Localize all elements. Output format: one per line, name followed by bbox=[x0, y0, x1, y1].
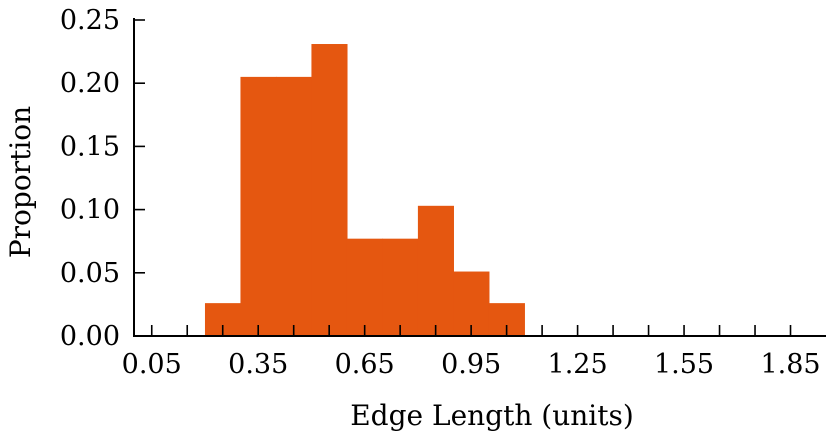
x-tick-label: 1.25 bbox=[548, 349, 608, 380]
y-tick-label: 0.00 bbox=[60, 321, 120, 352]
x-tick-label: 0.95 bbox=[441, 349, 501, 380]
histogram-bar-2 bbox=[275, 76, 313, 336]
x-tick-label: 0.35 bbox=[228, 349, 288, 380]
y-axis-ticks: 0.00 0.05 0.10 0.15 0.20 0.25 bbox=[60, 5, 145, 352]
y-tick-label: 0.20 bbox=[60, 68, 120, 99]
bars-group bbox=[204, 44, 525, 337]
x-tick-label: 0.65 bbox=[335, 349, 395, 380]
histogram-bar-6 bbox=[417, 205, 454, 336]
x-axis-ticks: 0.05 0.35 0.65 0.95 1.25 1.55 1.85 bbox=[122, 325, 821, 380]
histogram-bar-5 bbox=[382, 238, 419, 336]
y-tick-label: 0.25 bbox=[60, 5, 120, 36]
y-axis-title: Proportion bbox=[4, 106, 37, 258]
y-tick-label: 0.10 bbox=[60, 195, 120, 226]
histogram-bar-1 bbox=[240, 76, 277, 336]
y-tick-label: 0.15 bbox=[60, 131, 120, 162]
x-tick-label: 1.85 bbox=[760, 349, 820, 380]
histogram-bar-3 bbox=[311, 44, 348, 337]
x-tick-label: 1.55 bbox=[654, 349, 714, 380]
x-axis-title: Edge Length (units) bbox=[350, 399, 634, 432]
y-tick-label: 0.05 bbox=[60, 258, 120, 289]
x-tick-label: 0.05 bbox=[122, 349, 182, 380]
histogram-bar-4 bbox=[346, 238, 384, 336]
